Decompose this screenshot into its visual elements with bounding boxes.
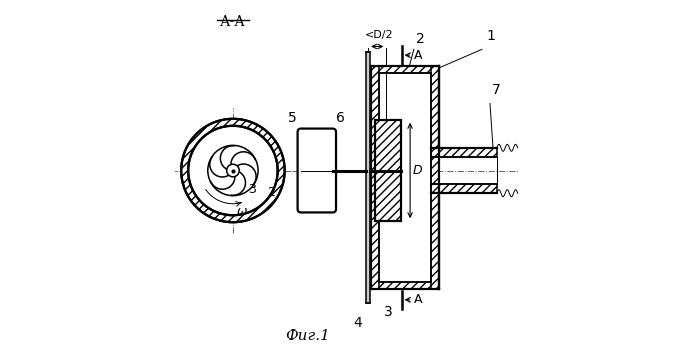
Text: 1: 1 <box>486 29 495 43</box>
Text: А-А: А-А <box>220 15 246 29</box>
Text: А: А <box>414 49 423 62</box>
Text: $\omega$: $\omega$ <box>236 205 248 218</box>
Circle shape <box>227 164 239 177</box>
Bar <box>366 52 370 303</box>
Bar <box>379 73 431 282</box>
Text: 7: 7 <box>491 83 500 97</box>
Text: D: D <box>413 164 423 177</box>
Bar <box>431 66 439 289</box>
Text: 4: 4 <box>354 316 362 329</box>
Text: 6: 6 <box>336 111 345 125</box>
Text: 5: 5 <box>288 111 297 125</box>
Text: <D/2: <D/2 <box>365 30 393 40</box>
Bar <box>371 66 439 73</box>
Text: 3: 3 <box>248 183 256 196</box>
FancyBboxPatch shape <box>298 129 336 212</box>
Bar <box>431 185 497 193</box>
Bar <box>371 66 379 289</box>
Text: 2: 2 <box>267 186 274 199</box>
Bar <box>371 282 439 289</box>
Text: 3: 3 <box>384 305 393 319</box>
Text: Фиг.1: Фиг.1 <box>286 329 330 344</box>
Text: 2: 2 <box>416 32 425 47</box>
Bar <box>375 120 401 221</box>
Text: А: А <box>414 293 423 306</box>
Circle shape <box>181 119 285 222</box>
Bar <box>431 148 497 157</box>
